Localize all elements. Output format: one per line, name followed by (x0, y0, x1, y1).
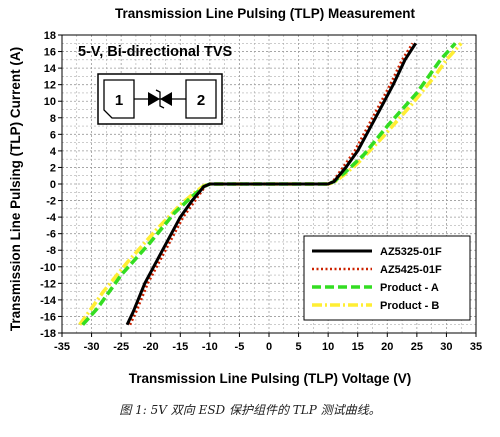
x-tick-label: -25 (113, 341, 129, 353)
x-tick-label: 5 (296, 341, 302, 353)
series-line-0 (125, 42, 417, 326)
x-tick-label: 20 (381, 341, 393, 353)
legend: AZ5325-01F AZ5425-01F Product - A Product -… (303, 235, 471, 321)
y-tick-label: 8 (50, 113, 56, 125)
x-tick-label: 0 (266, 341, 272, 353)
figure-caption: 图 1: 5V 双向 ESD 保护组件的 TLP 测试曲线。 (119, 403, 381, 417)
y-tick-label: -14 (40, 295, 57, 307)
y-tick-label: -4 (46, 212, 57, 224)
series-layer (78, 42, 463, 326)
x-tick-label: 25 (411, 341, 423, 353)
y-tick-label: 12 (44, 80, 56, 92)
x-tick-label: -15 (172, 341, 188, 353)
x-tick-label: -35 (54, 341, 70, 353)
x-tick-label: 10 (322, 341, 334, 353)
y-tick-label: 14 (44, 63, 57, 75)
y-tick-label: -2 (46, 196, 56, 208)
y-tick-label: -10 (40, 262, 56, 274)
y-tick-label: 2 (50, 162, 56, 174)
y-tick-label: -12 (40, 278, 56, 290)
pin-2-label: 2 (197, 92, 205, 109)
y-tick-label: -8 (46, 245, 56, 257)
y-tick-label: 16 (44, 47, 56, 59)
chart-title: Transmission Line Pulsing (TLP) Measurem… (115, 6, 416, 21)
legend-label-0: AZ5325-01F (380, 246, 442, 258)
annotation-title: 5-V, Bi-directional TVS (78, 44, 232, 60)
y-tick-label: 6 (50, 129, 56, 141)
y-ticks: -18 -16 -14 -12 -10 -8 -6 -4 -2 0 2 4 6 8 10 12 14 16 18 (40, 30, 62, 340)
y-tick-label: 18 (44, 30, 56, 42)
y-tick-label: -6 (46, 229, 56, 241)
legend-label-1: AZ5425-01F (380, 264, 442, 276)
x-axis-title: Transmission Line Pulsing (TLP) Voltage … (129, 371, 412, 386)
y-axis-title: Transmission Line Pulsing (TLP) Current … (8, 47, 23, 331)
y-tick-label: -18 (40, 328, 56, 340)
x-tick-label: 35 (470, 341, 482, 353)
legend-label-2: Product - A (380, 282, 439, 294)
x-tick-label: 30 (440, 341, 452, 353)
pin-1-label: 1 (115, 92, 123, 109)
x-tick-label: -10 (202, 341, 218, 353)
x-ticks: -35 -30 -25 -20 -15 -10 -5 0 5 10 15 20 25 30 35 (54, 333, 482, 353)
y-tick-label: 10 (44, 96, 56, 108)
y-tick-label: -16 (40, 311, 56, 323)
legend-label-3: Product - B (380, 300, 439, 312)
tvs-symbol-icon: 1 2 (97, 73, 223, 125)
y-tick-label: 4 (50, 146, 57, 158)
x-tick-label: -5 (235, 341, 245, 353)
x-tick-label: -20 (143, 341, 159, 353)
x-tick-label: 15 (352, 341, 364, 353)
x-tick-label: -30 (84, 341, 100, 353)
y-tick-label: 0 (50, 179, 56, 191)
